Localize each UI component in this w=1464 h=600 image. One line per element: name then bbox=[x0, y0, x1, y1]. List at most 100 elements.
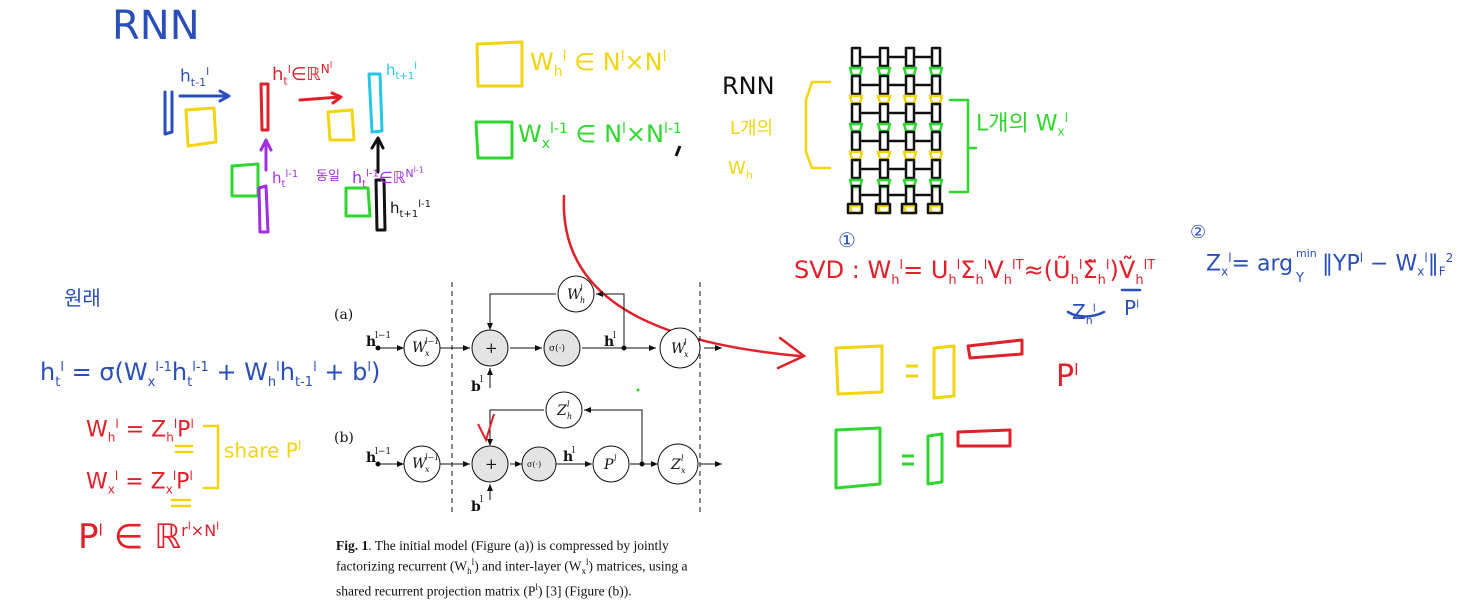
input-h-a: h bbox=[366, 334, 376, 350]
title-rnn: RNN bbox=[112, 3, 200, 49]
svg-text:l: l bbox=[572, 446, 575, 456]
rnn-weight-mark bbox=[928, 122, 944, 133]
node-zh bbox=[545, 391, 583, 429]
yellow-brace bbox=[804, 80, 832, 170]
formula-wh-space: Whl ∈ Nl×Nl bbox=[530, 48, 667, 80]
z-underbrace bbox=[1066, 310, 1106, 318]
rnn-cell bbox=[878, 184, 890, 206]
p-matrix-red-1 bbox=[966, 338, 1024, 360]
svg-text:l: l bbox=[681, 454, 684, 463]
korean-original: 원래 bbox=[64, 286, 101, 310]
label-l-count-wx: L개의 Wxl bbox=[976, 111, 1068, 139]
label-h-t: htl∈ℝNl bbox=[272, 61, 333, 88]
rnn-weight-mark bbox=[876, 94, 892, 105]
h-next-vector bbox=[367, 72, 384, 134]
eq-p-space: Pl ∈ ℝrl×Nl bbox=[78, 517, 220, 557]
wx-box bbox=[474, 120, 514, 160]
zx-y: Y bbox=[1296, 271, 1304, 286]
svg-text:l−1: l−1 bbox=[375, 331, 391, 341]
rnn-cell bbox=[878, 102, 890, 124]
eq-wh: Whl = ZhlPl bbox=[86, 417, 194, 445]
svg-text:l−1: l−1 bbox=[425, 453, 439, 462]
input-h-b: h bbox=[366, 450, 376, 466]
node-wx-a bbox=[659, 327, 701, 369]
h-lower-vector bbox=[257, 184, 270, 234]
p-label-right: Pl bbox=[1056, 359, 1079, 394]
svg-text:W: W bbox=[412, 456, 428, 472]
rnn-cell bbox=[930, 46, 942, 68]
rnn-weight-mark bbox=[928, 66, 944, 77]
label-h-prev: ht-1l bbox=[180, 65, 210, 90]
label-h-lower: htl-1 bbox=[272, 169, 299, 190]
rnn-cell bbox=[904, 102, 916, 124]
left-notes-marks bbox=[170, 288, 1142, 508]
rnn-cell bbox=[930, 74, 942, 96]
rnn-cell bbox=[850, 158, 862, 180]
rnn-weight-mark bbox=[902, 94, 918, 105]
rnn-weight-mark bbox=[848, 66, 864, 77]
svg-text:l: l bbox=[580, 284, 583, 293]
node-sigma-a bbox=[543, 329, 581, 367]
rnn-cell bbox=[904, 130, 916, 152]
rnn-weight-mark bbox=[902, 66, 918, 77]
svg-text:W: W bbox=[671, 341, 687, 357]
num-2: ② bbox=[1190, 222, 1207, 243]
rnn-weight-mark bbox=[902, 122, 918, 133]
label-same: 동일 bbox=[316, 169, 340, 184]
rnn-cell bbox=[850, 102, 862, 124]
rnn-weight-mark bbox=[928, 94, 944, 105]
rnn-weight-mark bbox=[848, 94, 864, 105]
label-wh-small: Wh bbox=[728, 158, 753, 182]
rnn-weight-mark bbox=[902, 150, 918, 161]
rnn-cell bbox=[930, 102, 942, 124]
figure-caption: Fig. 1. The initial model (Figure (a)) i… bbox=[336, 538, 688, 599]
zx-norm: ‖YPl − Wxl‖F2 bbox=[1322, 251, 1454, 279]
weight-box-yellow-2 bbox=[326, 108, 356, 142]
eq-wx: Wxl = ZxlPl bbox=[86, 469, 193, 497]
weight-box-green-1 bbox=[230, 162, 260, 198]
label-a: (a) bbox=[334, 307, 353, 323]
rnn-weight-mark bbox=[848, 150, 864, 161]
rnn-cell bbox=[930, 130, 942, 152]
rnn-grid bbox=[846, 46, 944, 215]
rnn-weight-mark bbox=[876, 122, 892, 133]
rnn-weight-mark bbox=[876, 66, 892, 77]
node-p bbox=[592, 445, 630, 483]
svg-text:l−1: l−1 bbox=[425, 337, 439, 346]
h-lower3-vector bbox=[374, 178, 387, 232]
svg-text:l: l bbox=[480, 495, 483, 505]
rnn-cell bbox=[878, 130, 890, 152]
bias-a: b bbox=[471, 379, 481, 395]
rnn-input bbox=[874, 202, 892, 215]
svd-formula: SVD : Whl= UhlΣhlVhlT≈(ŨhlΣ̃hl)ṼhlT bbox=[794, 256, 1156, 288]
bias-b: b bbox=[471, 499, 481, 515]
rnn-cell bbox=[904, 46, 916, 68]
weight-box-green-2 bbox=[344, 186, 372, 218]
matrix-decomposition bbox=[834, 338, 1024, 490]
svg-text:+: + bbox=[485, 455, 498, 473]
label-h-next: ht+1l bbox=[386, 61, 417, 82]
rnn-cell bbox=[930, 184, 942, 206]
svg-text:l: l bbox=[480, 375, 483, 385]
eq-rnn: htl = σ(Wxl-1htl-1 + Whlht-1l + bl) bbox=[40, 358, 381, 390]
svg-text:+: + bbox=[485, 339, 498, 357]
rnn-cell bbox=[904, 158, 916, 180]
svg-text:l: l bbox=[684, 338, 687, 347]
wh-box bbox=[475, 40, 524, 88]
label-rnn-right: RNN bbox=[722, 72, 775, 100]
paper-figure: (a) (b) h l−1 h l−1 W x l−1 W x l−1 + + … bbox=[334, 275, 722, 515]
svg-text:l: l bbox=[613, 331, 616, 341]
rnn-cell bbox=[930, 158, 942, 180]
z-matrix-green bbox=[926, 432, 944, 486]
rnn-weight-mark bbox=[928, 150, 944, 161]
svg-text:P: P bbox=[603, 457, 614, 473]
rnn-cell bbox=[850, 184, 862, 206]
svg-text:x: x bbox=[681, 466, 686, 475]
svg-text:Z: Z bbox=[556, 403, 567, 419]
node-wh bbox=[557, 275, 595, 313]
num-1: ① bbox=[838, 228, 856, 252]
rnn-cell bbox=[878, 158, 890, 180]
green-brace bbox=[948, 98, 970, 194]
formula-wx-space: Wxl-1 ∈ Nl×Nl-1 bbox=[518, 120, 682, 152]
